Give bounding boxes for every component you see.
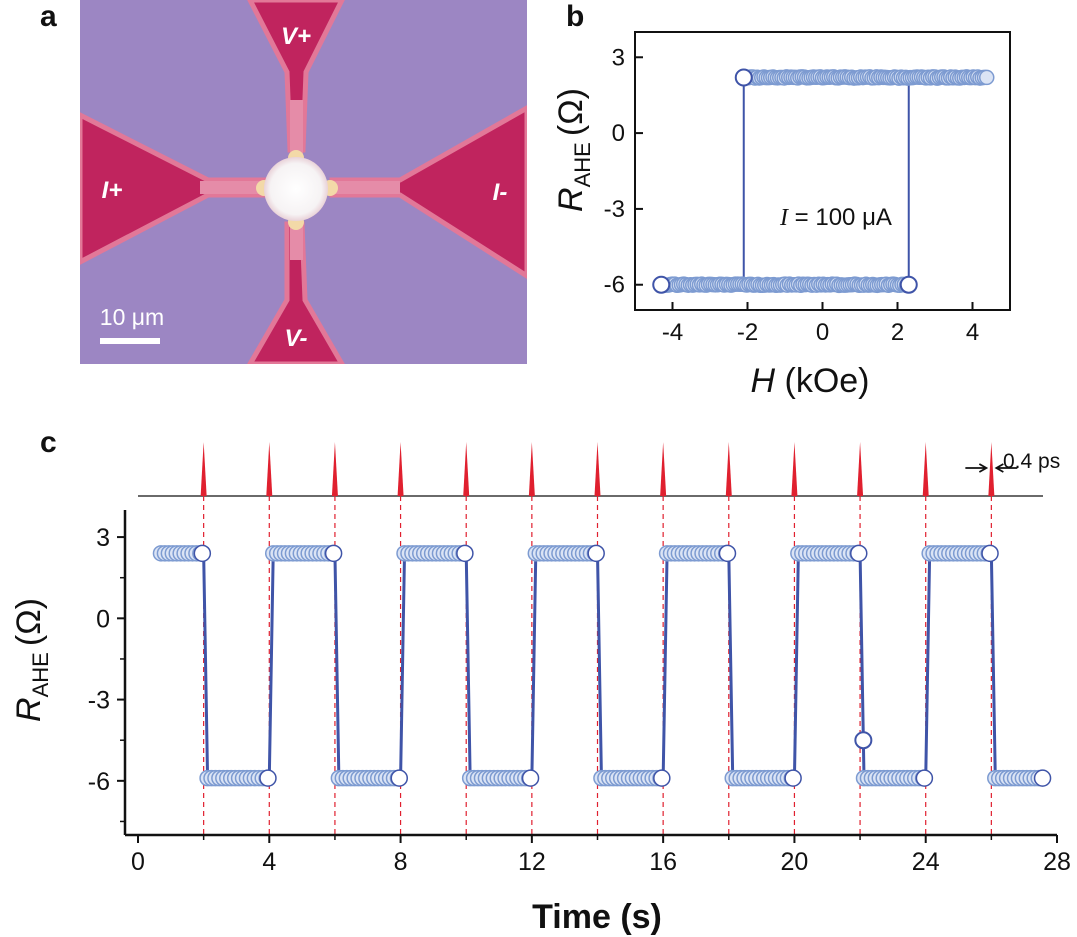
x-tick-label: 20 <box>781 848 809 876</box>
laser-pulse <box>266 442 272 496</box>
segment-end-point <box>588 545 604 561</box>
segment-end-point <box>326 545 342 561</box>
y-tick-label: 3 <box>612 44 625 71</box>
y-tick-label: -6 <box>88 768 110 796</box>
x-tick-label: 8 <box>394 848 408 876</box>
scale-bar <box>100 338 160 344</box>
panel-label-a: a <box>40 2 57 32</box>
y-tick-label: 3 <box>96 524 110 552</box>
segment-end-point <box>654 770 670 786</box>
y-tick-label: -3 <box>604 196 625 223</box>
segment-end-point <box>982 545 998 561</box>
laser-pulse <box>595 442 601 496</box>
switching-data <box>153 545 1050 786</box>
switching-y-label: RAHE (Ω) <box>10 598 53 722</box>
switching-chart: 0 4 8 12 16 20 24 28 3 0 -3 -6 0.4 ps Time (s) RAHE… <box>0 420 1077 937</box>
laser-pulse <box>791 442 797 496</box>
laser-pulse <box>201 442 207 496</box>
annotation-value: = 100 μA <box>788 204 892 231</box>
hysteresis-y-label: RAHE (Ω) <box>552 88 595 212</box>
endpoint-marker <box>736 69 752 85</box>
switching-x-label: Time (s) <box>532 898 662 936</box>
segment-end-point <box>719 545 735 561</box>
y-label-subscript: AHE <box>28 652 53 697</box>
switching-trace <box>161 553 1044 778</box>
label-v-minus: V- <box>284 325 307 352</box>
hall-disk <box>264 157 328 221</box>
label-i-plus: I+ <box>102 177 123 204</box>
y-label-unit: (Ω) <box>552 88 590 136</box>
x-tick-label: -2 <box>737 319 758 346</box>
hysteresis-x-label: H (kOe) <box>750 362 869 400</box>
laser-pulse <box>398 442 404 496</box>
x-tick-label: 0 <box>131 848 145 876</box>
hysteresis-chart: -4 -2 0 2 4 3 0 -3 -6 I = 100 μA H (kOe) RAHE (Ω) <box>540 0 1020 410</box>
data-point-upper <box>980 70 994 84</box>
scale-bar-label: 10 μm <box>100 304 164 330</box>
x-tick-label: 2 <box>891 319 904 346</box>
segment-end-point <box>916 770 932 786</box>
y-tick-label: 0 <box>96 605 110 633</box>
intermediate-point <box>855 732 871 748</box>
y-tick-label: -3 <box>88 687 110 715</box>
endpoint-marker <box>901 277 917 293</box>
y-label-subscript: AHE <box>570 142 595 187</box>
y-tick-label: 0 <box>612 120 625 147</box>
laser-pulse <box>529 442 535 496</box>
x-tick-label: 16 <box>649 848 677 876</box>
laser-pulse <box>988 442 994 496</box>
laser-pulse <box>463 442 469 496</box>
segment-end-point <box>851 545 867 561</box>
segment-end-point <box>194 545 210 561</box>
x-tick-label: 28 <box>1043 848 1071 876</box>
pulse-width-label: 0.4 ps <box>1003 450 1060 473</box>
x-tick-label: 24 <box>912 848 940 876</box>
laser-pulse <box>660 442 666 496</box>
x-tick-label: 4 <box>262 848 276 876</box>
device-micrograph: V+ V- I+ I- 10 μm <box>80 0 527 364</box>
segment-end-point <box>785 770 801 786</box>
laser-pulse <box>332 442 338 496</box>
x-label-unit: (kOe) <box>785 362 870 400</box>
y-label-unit: (Ω) <box>10 598 48 646</box>
y-label-variable: R <box>552 187 590 212</box>
laser-pulse <box>857 442 863 496</box>
laser-pulse <box>923 442 929 496</box>
x-tick-label: -4 <box>662 319 683 346</box>
x-tick-label: 0 <box>816 319 829 346</box>
hysteresis-annotation: I = 100 μA <box>779 204 892 231</box>
x-tick-label: 4 <box>966 319 979 346</box>
laser-pulse <box>726 442 732 496</box>
x-tick-label: 12 <box>518 848 546 876</box>
hysteresis-data <box>653 69 994 292</box>
segment-end-point <box>457 545 473 561</box>
segment-end-point <box>391 770 407 786</box>
segment-end-point <box>260 770 276 786</box>
y-label-variable: R <box>10 697 48 722</box>
segment-end-point <box>1035 770 1051 786</box>
y-tick-label: -6 <box>604 272 625 299</box>
x-label-variable: H <box>750 362 775 400</box>
switching-axes: 0 4 8 12 16 20 24 28 3 0 -3 -6 <box>88 510 1071 876</box>
label-i-minus: I- <box>493 179 508 206</box>
label-v-plus: V+ <box>281 23 311 50</box>
pulse-width-arrow-left <box>965 464 986 472</box>
endpoint-marker <box>653 277 669 293</box>
segment-end-point <box>523 770 539 786</box>
